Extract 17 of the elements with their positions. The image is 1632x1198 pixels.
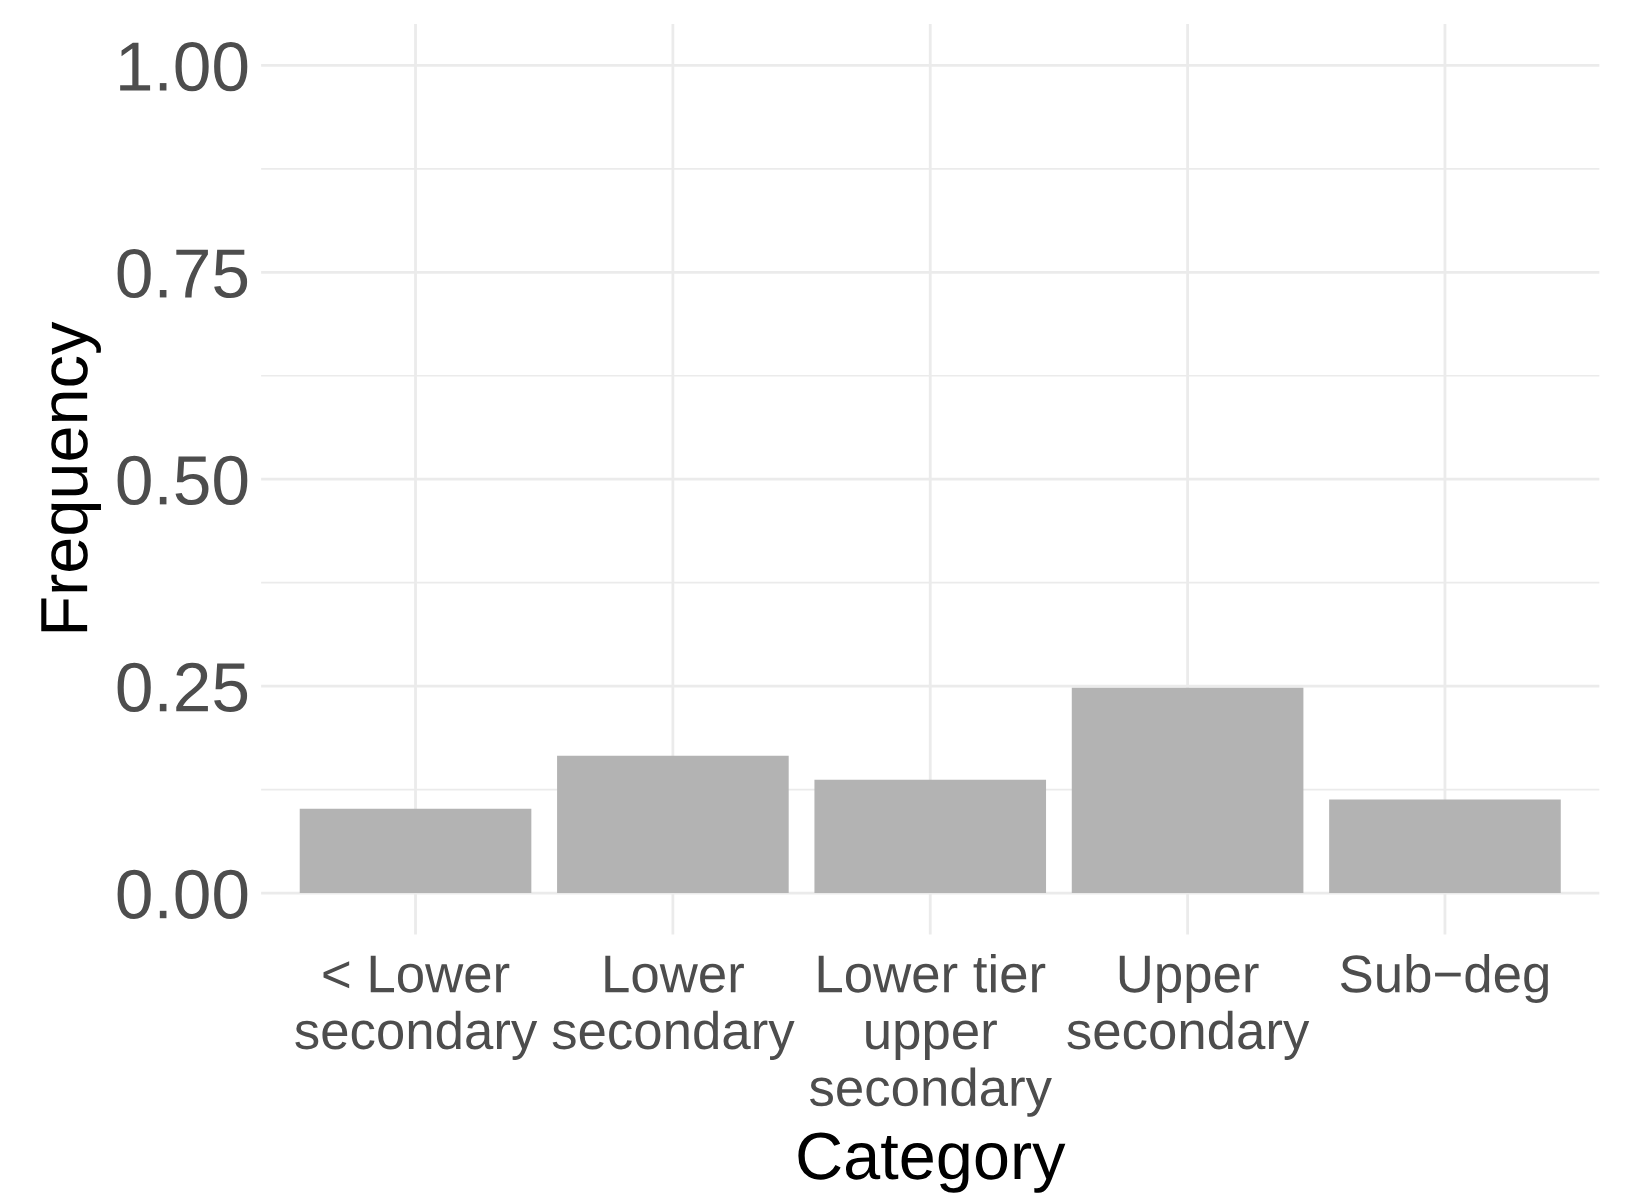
bar bbox=[557, 755, 789, 894]
x-axis-title: Category bbox=[798, 1132, 1066, 1193]
x-tick-label: Lower secondary bbox=[552, 955, 795, 1060]
y-tick-label: 0.00 bbox=[117, 869, 248, 919]
x-tick-label: Sub−deg bbox=[1340, 953, 1548, 1004]
bar bbox=[1071, 687, 1304, 894]
y-tick-label: 1.00 bbox=[120, 42, 248, 92]
x-tick-label: < Lower secondary bbox=[295, 955, 538, 1060]
bar bbox=[299, 808, 532, 894]
y-tick-label: 0.25 bbox=[117, 662, 248, 712]
x-tick-label: Lower tier upper secondary bbox=[809, 953, 1052, 1117]
x-tick-label: Upper secondary bbox=[1067, 955, 1310, 1060]
y-tick-label: 0.75 bbox=[117, 248, 248, 299]
y-tick-label: 0.50 bbox=[117, 455, 248, 506]
y-axis-title: Frequency bbox=[41, 321, 101, 632]
bar bbox=[1329, 799, 1561, 894]
bar bbox=[814, 779, 1047, 894]
